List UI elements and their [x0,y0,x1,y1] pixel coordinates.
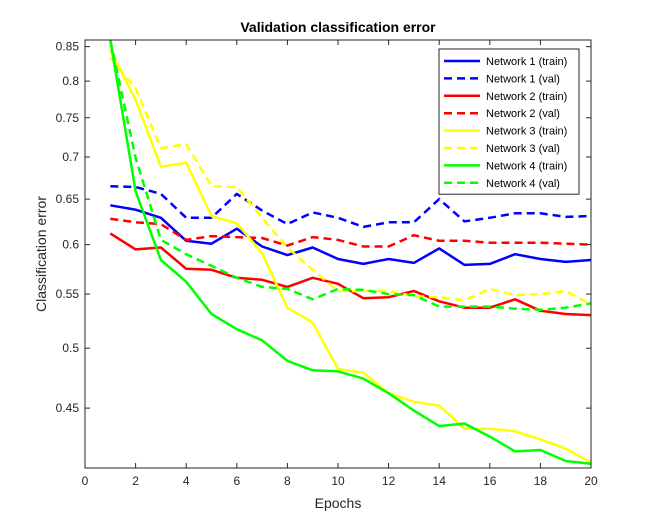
series-line-5 [109,49,591,464]
legend: Network 1 (train) Network 1 (val) Network … [438,48,580,195]
x-tick-label: 0 [82,474,89,488]
series-line-3 [109,232,591,317]
legend-entry: Network 3 (train) [486,126,567,138]
series-layer [109,40,591,466]
y-tick-label: 0.45 [56,401,80,415]
legend-entry: Network 4 (val) [486,178,560,190]
series-line-6 [109,56,591,306]
y-tick-label: 0.6 [62,238,79,252]
chart-title: Validation classification error [240,19,436,35]
x-tick-label: 12 [382,474,396,488]
x-tick-label: 10 [331,474,345,488]
y-tick-label: 0.7 [62,150,79,164]
y-tick-label: 0.65 [56,192,80,206]
series-line-1 [110,204,591,267]
y-tick-label: 0.85 [56,40,80,54]
x-tick-label: 18 [534,474,548,488]
y-tick-label: 0.75 [56,111,80,125]
x-tick-label: 8 [284,474,291,488]
plot-frame [84,39,592,469]
legend-entry: Network 3 (val) [486,143,560,155]
x-tick-label: 14 [433,474,447,488]
legend-entry: Network 4 (train) [486,160,567,172]
x-tick-label: 16 [483,474,497,488]
y-axis-ticks: 0.45 0.5 0.55 0.6 0.65 0.7 0.75 0.8 0.85 [56,40,591,415]
x-tick-label: 2 [132,474,139,488]
series-line-4 [110,217,591,248]
legend-entry: Network 1 (val) [486,73,560,85]
x-tick-label: 20 [584,474,598,488]
y-tick-label: 0.55 [56,287,80,301]
x-tick-label: 4 [183,474,190,488]
legend-box [438,48,580,195]
y-tick-label: 0.8 [62,74,79,88]
y-axis-label: Classification error [33,196,49,312]
y-tick-label: 0.5 [62,341,79,355]
x-axis-label: Epochs [315,495,362,511]
x-axis-ticks: 0 2 4 6 8 10 12 14 16 18 20 [82,40,598,488]
x-tick-label: 6 [233,474,240,488]
series-line-7 [109,40,591,466]
series-line-8 [109,40,591,312]
legend-entry: Network 2 (val) [486,108,560,120]
legend-entry: Network 1 (train) [486,56,567,68]
legend-entry: Network 2 (train) [486,91,567,103]
